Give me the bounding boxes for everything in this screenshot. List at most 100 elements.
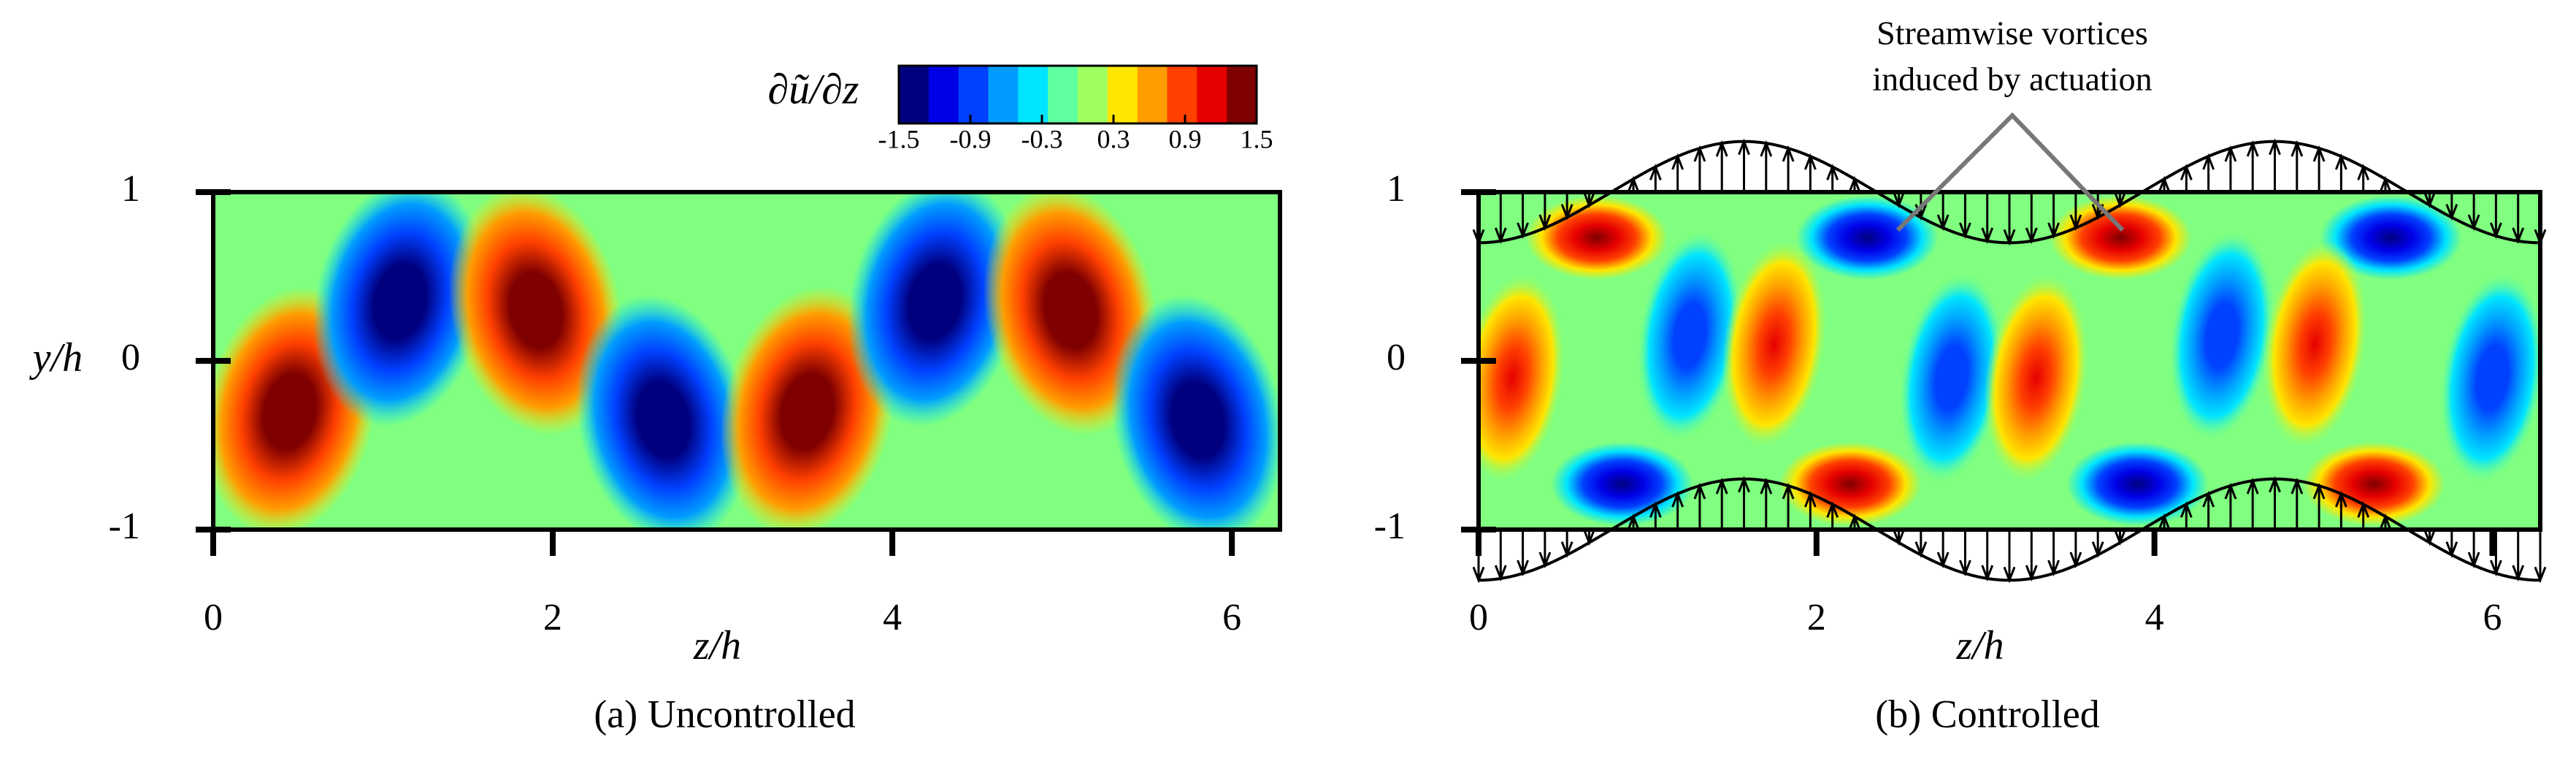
colorbar-swatch [1167, 66, 1197, 123]
x-tick-label: 4 [883, 597, 902, 638]
colorbar-swatch [1048, 66, 1078, 123]
annotation: induced by actuation [1872, 61, 2152, 98]
actuation-arrow [1760, 140, 1773, 192]
colorbar-swatch [1227, 66, 1257, 123]
actuation-arrow [2224, 145, 2237, 192]
vortex [1551, 441, 1693, 527]
actuation-arrow [1803, 153, 1817, 192]
vortex [2066, 441, 2209, 527]
x-tick-label: 4 [2145, 597, 2164, 638]
colorbar-tick-label: -0.3 [1021, 124, 1063, 153]
actuation-arrow [2534, 530, 2547, 584]
y-tick-label: 1 [121, 168, 140, 210]
actuation-arrow [1959, 530, 1971, 577]
actuation-arrow [1981, 530, 1994, 582]
vortex [2050, 195, 2192, 281]
actuation-profile-top [1478, 140, 2541, 245]
actuation-arrow [2291, 140, 2304, 192]
actuation-arrow [1914, 530, 1928, 558]
actuation-arrow [2246, 140, 2259, 192]
actuation-arrow [2202, 153, 2215, 192]
x-tick-label: 2 [1807, 597, 1826, 638]
caption: (a) Uncontrolled [594, 692, 855, 736]
vortex [2262, 240, 2368, 449]
x-tick-label: 2 [543, 597, 562, 638]
colorbar-swatch [928, 66, 959, 123]
y-tick-label: 0 [1387, 337, 1406, 378]
caption: (b) Controlled [1875, 692, 2099, 736]
actuation-arrow [1782, 145, 1795, 192]
vortex [313, 192, 488, 427]
colorbar-swatch [1137, 66, 1168, 123]
vortex [2320, 195, 2462, 281]
actuation-arrow [2312, 145, 2326, 192]
vortex [847, 192, 1022, 427]
actuation-arrow [2047, 530, 2060, 577]
colorbar-swatch [988, 66, 1019, 123]
colorbar-swatch [958, 66, 989, 123]
actuation-arrow [2025, 530, 2038, 582]
vortex [2303, 441, 2445, 527]
actuation-arrow [1738, 138, 1750, 192]
vortex [2169, 232, 2274, 440]
actuation-arrow [1538, 530, 1552, 569]
actuation-arrow [1517, 530, 1529, 577]
contour-field [1479, 195, 2540, 527]
annotation-pointer [1895, 112, 2125, 232]
actuation-arrow [1649, 164, 1662, 192]
actuation-arrow [2445, 530, 2458, 558]
y-tick-label: -1 [1374, 505, 1406, 547]
vortex [1111, 294, 1280, 530]
colorbar-tick-label: 0.3 [1097, 124, 1130, 153]
y-tick-label: -1 [109, 505, 140, 547]
colorbar-label: ∂ũ/∂z [767, 65, 859, 112]
actuation-arrow [2467, 530, 2480, 569]
x-tick-label: 6 [2483, 597, 2502, 638]
actuation-arrow [2512, 530, 2525, 582]
actuation-arrow [1472, 530, 1485, 584]
vortex [575, 294, 751, 530]
actuation-arrow [1715, 140, 1728, 192]
actuation-arrow [1693, 145, 1706, 192]
x-tick-label: 6 [1222, 597, 1241, 638]
colorbar-swatch [1107, 66, 1138, 123]
vortex [1525, 195, 1668, 281]
y-axis-label: y/h [29, 335, 83, 381]
actuation-arrow [2269, 138, 2281, 192]
colorbar-tick-label: -1.5 [878, 124, 920, 153]
actuation-arrow [2069, 530, 2082, 569]
y-tick-label: 0 [121, 337, 140, 378]
x-axis-label: z/h [693, 623, 741, 668]
contour-field [213, 192, 1280, 530]
vortex [2439, 273, 2540, 482]
colorbar-tick-label: 0.9 [1169, 124, 1202, 153]
x-axis-label: z/h [1955, 623, 2004, 668]
colorbar-swatch [899, 66, 929, 123]
actuation-arrow [1826, 164, 1839, 192]
actuation-arrow [2180, 164, 2193, 192]
colorbar-swatch [1197, 66, 1227, 123]
actuation-arrow [1936, 530, 1950, 569]
vortex [1722, 240, 1827, 449]
actuation-arrow [2003, 530, 2016, 584]
vortex [1796, 195, 1939, 281]
colorbar-swatch [1078, 66, 1108, 123]
colorbar-tick-label: 1.5 [1241, 124, 1273, 153]
vortex [1984, 273, 2089, 482]
colorbar-frame [897, 64, 1258, 125]
y-tick-label: 1 [1387, 168, 1406, 210]
actuation-arrow [1560, 530, 1573, 558]
colorbar-tick-label: -0.9 [950, 124, 992, 153]
actuation-arrow [2357, 164, 2370, 192]
vortex [1479, 273, 1565, 482]
actuation-arrow [1494, 530, 1507, 582]
actuation-arrow [1671, 153, 1684, 192]
vortex [1637, 232, 1742, 440]
vortex [1899, 273, 2004, 482]
x-tick-label: 0 [204, 597, 223, 638]
annotation: Streamwise vortices [1877, 15, 2148, 52]
actuation-arrow [2334, 153, 2347, 192]
actuation-arrow [2091, 530, 2104, 558]
actuation-profile-bottom [1478, 477, 2541, 582]
